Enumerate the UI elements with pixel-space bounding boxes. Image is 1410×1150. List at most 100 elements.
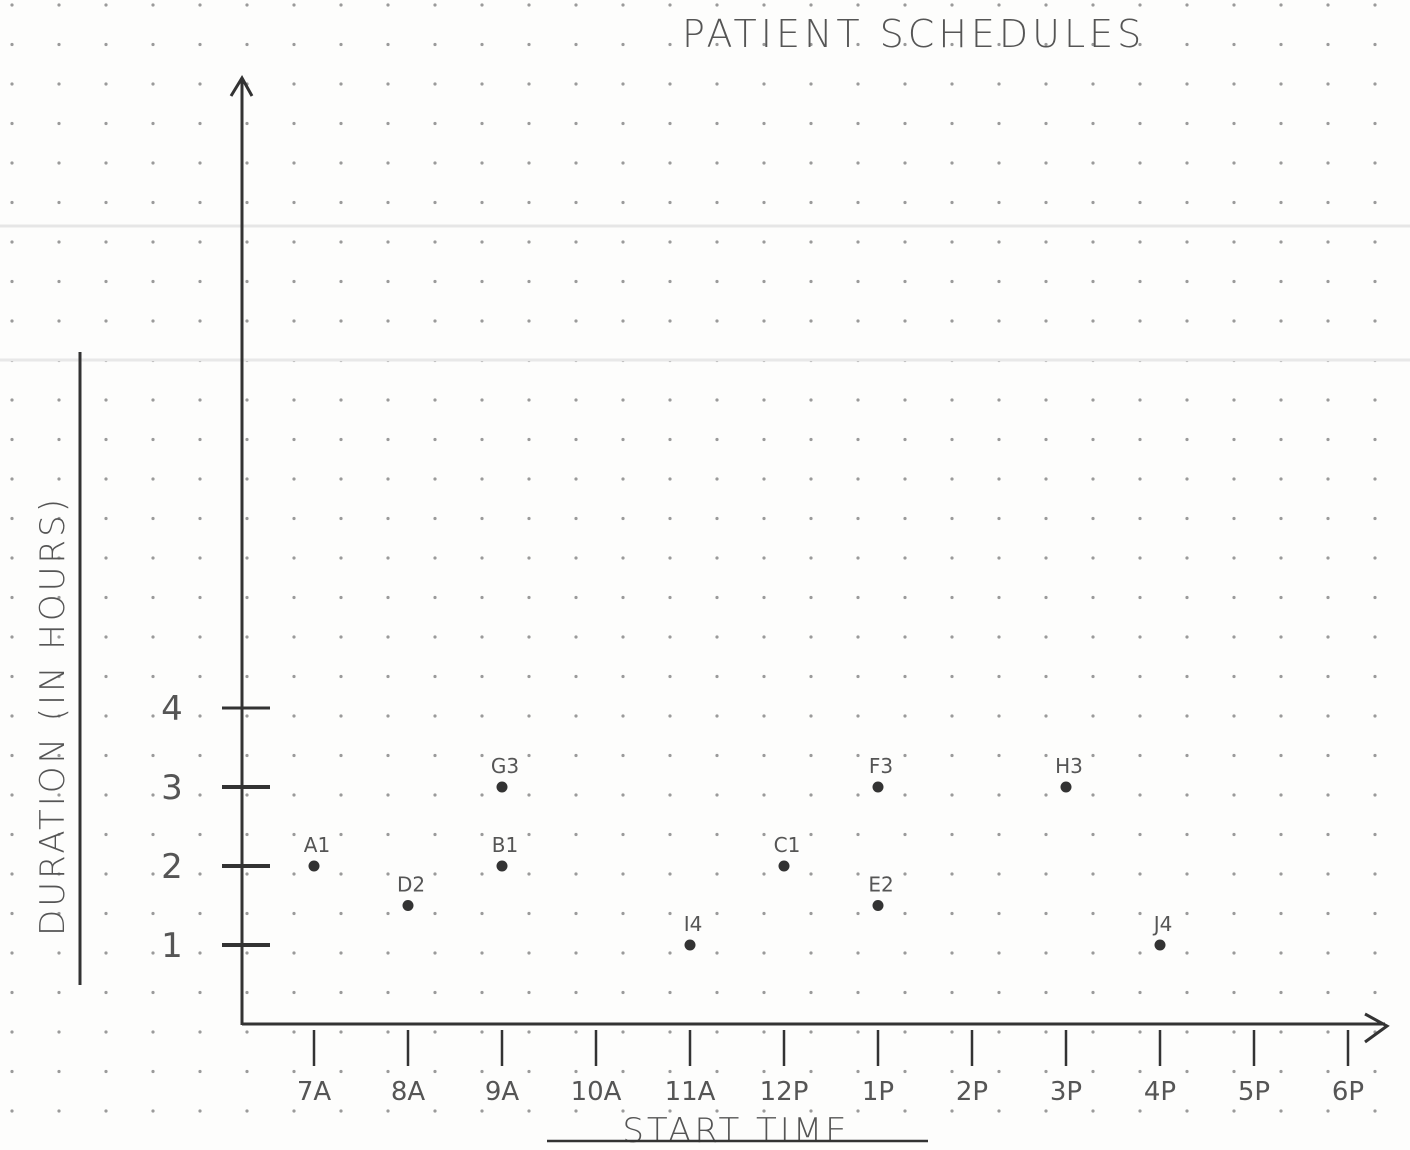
data-point-label: B1 [492, 833, 518, 857]
paper-dot [574, 121, 578, 126]
paper-dot [762, 635, 766, 639]
paper-dot [856, 200, 860, 205]
paper-dot [950, 674, 954, 679]
paper-dot [903, 161, 907, 165]
paper-dot [339, 793, 343, 797]
paper-dot [1232, 556, 1236, 560]
paper-dot [151, 1069, 155, 1074]
paper-dot [292, 398, 296, 402]
paper-dot [57, 674, 61, 679]
paper-dot [997, 161, 1001, 165]
paper-dot [1373, 872, 1377, 876]
paper-dot [339, 951, 343, 955]
paper-dot [1326, 240, 1330, 244]
paper-dot [950, 82, 954, 86]
paper-dot [1279, 3, 1283, 7]
paper-dot [1373, 437, 1377, 442]
paper-dot [1044, 1109, 1048, 1113]
paper-dot [527, 437, 531, 442]
paper-dot [245, 200, 249, 205]
paper-dot [151, 200, 155, 205]
paper-dot [292, 42, 296, 47]
paper-dot [574, 595, 578, 600]
paper-dot [1232, 990, 1236, 995]
paper-dot [1091, 595, 1095, 600]
paper-dot [903, 3, 907, 7]
paper-dot [1232, 121, 1236, 126]
paper-dot [104, 1069, 108, 1074]
paper-dot [10, 1069, 14, 1074]
paper-dot [480, 556, 484, 560]
paper-dot [1185, 990, 1189, 995]
paper-dot [1091, 793, 1095, 797]
paper-dot [527, 161, 531, 165]
paper-dot [10, 1030, 14, 1034]
paper-dot [1091, 82, 1095, 86]
paper-dot [1279, 1109, 1283, 1113]
x-tick-label: 2P [956, 1077, 988, 1107]
paper-dot [10, 911, 14, 916]
paper-dot [198, 674, 202, 679]
paper-dot [668, 161, 672, 165]
paper-dot [903, 42, 907, 47]
paper-dot [433, 714, 437, 718]
paper-dot [386, 556, 390, 560]
paper-dot [292, 714, 296, 718]
paper-dot [668, 911, 672, 916]
paper-dot [856, 595, 860, 600]
paper-dot [480, 516, 484, 521]
paper-dot [1091, 161, 1095, 165]
paper-dot [1326, 516, 1330, 521]
paper-dot [57, 1109, 61, 1113]
paper-dot [433, 516, 437, 521]
paper-dot [762, 556, 766, 560]
paper-dot [997, 1069, 1001, 1074]
paper-dot [1091, 714, 1095, 718]
paper-dot [151, 635, 155, 639]
paper-dot [1185, 872, 1189, 876]
paper-dot [1232, 279, 1236, 284]
paper-dot [856, 832, 860, 837]
paper-dot [245, 3, 249, 7]
paper-dot [950, 161, 954, 165]
paper-dot [621, 872, 625, 876]
paper-dot [715, 595, 719, 600]
paper-dot [386, 3, 390, 7]
paper-dot [621, 556, 625, 560]
paper-dot [10, 674, 14, 679]
x-tick-label: 9A [485, 1077, 520, 1107]
paper-dot [574, 1069, 578, 1074]
paper-dot [57, 911, 61, 916]
paper-dot [57, 3, 61, 7]
paper-dot [198, 279, 202, 284]
paper-dot [997, 911, 1001, 916]
paper-dot [1279, 319, 1283, 323]
paper-dot [151, 951, 155, 955]
paper-dot [997, 42, 1001, 47]
data-point-label: H3 [1055, 754, 1083, 778]
paper-dot [245, 832, 249, 837]
paper-dot [715, 911, 719, 916]
paper-dot [762, 595, 766, 600]
paper-dot [198, 200, 202, 205]
paper-dot [621, 990, 625, 995]
paper-dot [386, 990, 390, 995]
paper-dot [292, 793, 296, 797]
paper-dot [1138, 635, 1142, 639]
paper-dot [762, 911, 766, 916]
paper-dot [1138, 161, 1142, 165]
paper-dot [715, 200, 719, 205]
paper-dot [856, 121, 860, 126]
paper-dot [1279, 595, 1283, 600]
paper-dot [1232, 793, 1236, 797]
paper-dot [104, 161, 108, 165]
paper-dot [950, 516, 954, 521]
paper-dot [1044, 3, 1048, 7]
paper-dot [480, 1030, 484, 1034]
paper-dot [903, 753, 907, 758]
paper-dot [1044, 82, 1048, 86]
paper-dot [433, 279, 437, 284]
paper-dot [1185, 82, 1189, 86]
paper-dot [1232, 714, 1236, 718]
paper-dot [1232, 911, 1236, 916]
